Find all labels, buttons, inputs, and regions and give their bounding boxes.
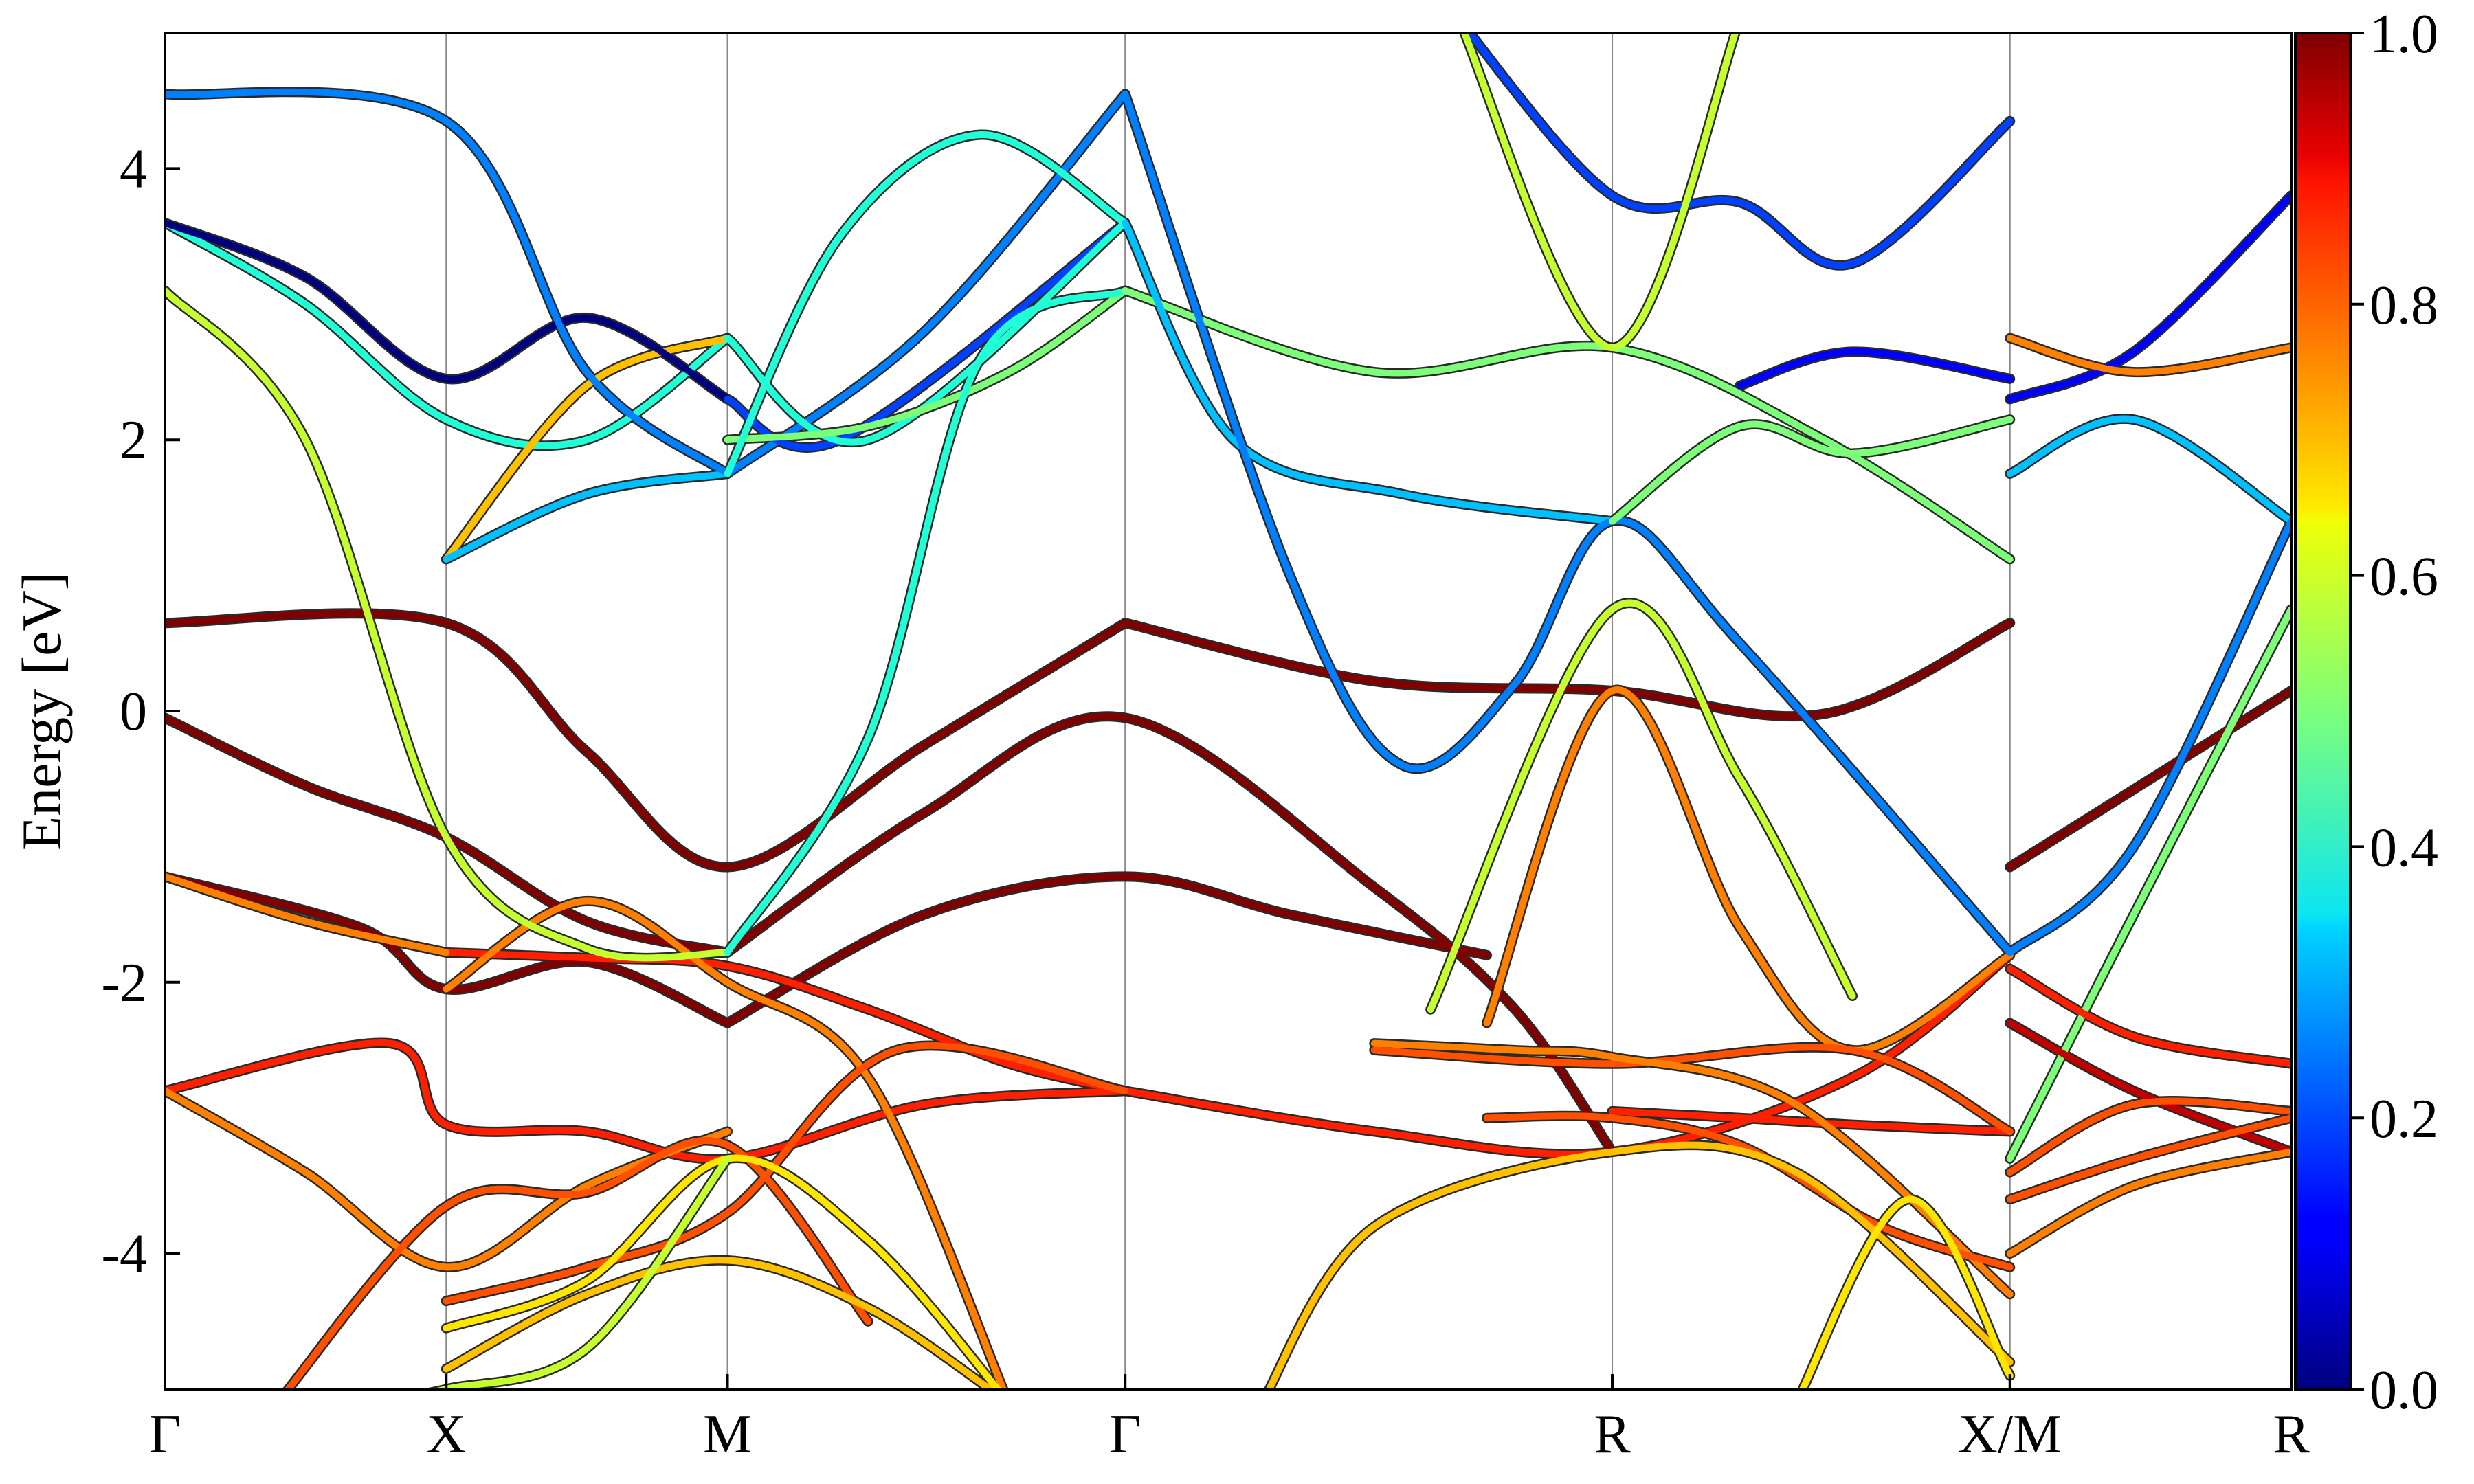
- band-line: [1798, 1195, 2014, 1389]
- y-tick-label: 0: [120, 682, 147, 742]
- band-line: [1736, 348, 2014, 390]
- band-outline: [722, 285, 1130, 445]
- band-line: [2006, 605, 2291, 1162]
- band-line: [165, 873, 450, 956]
- band-line: [1265, 1141, 2014, 1389]
- kpoint-label: Γ: [149, 1404, 181, 1465]
- y-tick-label: -4: [101, 1224, 147, 1285]
- band-line: [1122, 219, 1616, 525]
- kpoint-label: M: [703, 1404, 752, 1465]
- band-line: [2006, 192, 2291, 403]
- band-line: [443, 897, 1007, 1389]
- x-axis-kpath: Γ X M Γ R X/M R: [149, 1374, 2310, 1465]
- band-line: [2006, 1097, 2291, 1176]
- band-outline: [1369, 1038, 2016, 1300]
- band-line: [1370, 1039, 2014, 1298]
- colorbar-tick-label: 0.0: [2370, 1360, 2438, 1421]
- y-axis-label: Energy [eV]: [10, 572, 73, 851]
- band-line: [284, 1137, 872, 1389]
- y-tick-label: -2: [101, 953, 147, 1013]
- colorbar-gradient: [2294, 32, 2352, 1391]
- band-outline: [1425, 598, 1858, 1015]
- band-line: [165, 219, 731, 403]
- band-line: [443, 949, 1129, 1094]
- band-line: [724, 873, 1491, 1027]
- band-outline: [2005, 413, 2291, 527]
- band-line: [165, 287, 731, 962]
- band-line: [2006, 1114, 2291, 1203]
- kpoint-label: R: [1594, 1404, 1631, 1465]
- band-outline: [722, 285, 1130, 958]
- band-line: [1483, 686, 2014, 1054]
- colorbar-tick-label: 0.8: [2370, 276, 2438, 336]
- colorbar-tick-label: 0.2: [2370, 1089, 2438, 1149]
- band-line: [165, 609, 1129, 871]
- kpoint-label: Γ: [1109, 1404, 1141, 1465]
- band-line: [724, 712, 1616, 1156]
- colorbar-tick-label: 1.0: [2370, 4, 2438, 65]
- band-line: [2006, 1148, 2291, 1257]
- band-line: [2006, 517, 2291, 956]
- y-tick-label: 2: [120, 410, 147, 471]
- band-line: [443, 335, 731, 563]
- kpoint-label: X/M: [1958, 1404, 2062, 1465]
- band-line: [1465, 33, 2014, 269]
- band-line: [1609, 1108, 2014, 1135]
- band-line: [1122, 90, 2014, 956]
- band-outline: [1482, 684, 2016, 1056]
- band-line: [165, 1087, 731, 1271]
- colorbar: 0.0 0.2 0.4 0.6 0.8 1.0: [2294, 4, 2438, 1421]
- band-outline: [2005, 1147, 2291, 1259]
- band-line: [2006, 687, 2291, 871]
- y-axis: -4 -2 0 2 4: [101, 139, 180, 1285]
- band-line: [443, 1042, 1129, 1305]
- colorbar-tick-label: 0.6: [2370, 547, 2438, 607]
- band-line: [2006, 415, 2291, 525]
- band-line: [443, 1257, 996, 1389]
- band-line: [165, 219, 731, 449]
- band-line: [1460, 33, 1739, 351]
- band-lines: [165, 33, 2291, 1389]
- band-line: [430, 1155, 731, 1389]
- band-outline: [165, 608, 1130, 873]
- band-line: [1483, 1112, 2014, 1271]
- band-line: [165, 88, 731, 477]
- band-line: [2006, 335, 2291, 376]
- band-line: [2006, 965, 2291, 1068]
- band-outline: [722, 711, 1618, 1158]
- band-line: [2006, 1020, 2291, 1156]
- kpoint-label: R: [2273, 1404, 2310, 1465]
- band-line: [724, 131, 1129, 477]
- band-line: [443, 470, 731, 563]
- band-line: [165, 1039, 1129, 1163]
- band-line: [1609, 416, 2014, 525]
- kpoint-label: X: [426, 1404, 466, 1465]
- band-line: [1370, 1044, 2014, 1135]
- band-line: [724, 287, 1129, 956]
- colorbar-tick-label: 0.4: [2370, 818, 2438, 878]
- band-outline: [441, 469, 733, 565]
- band-line: [724, 287, 1129, 444]
- y-tick-label: 4: [120, 139, 147, 199]
- band-line: [1427, 599, 1856, 1013]
- band-outline: [1119, 89, 2016, 958]
